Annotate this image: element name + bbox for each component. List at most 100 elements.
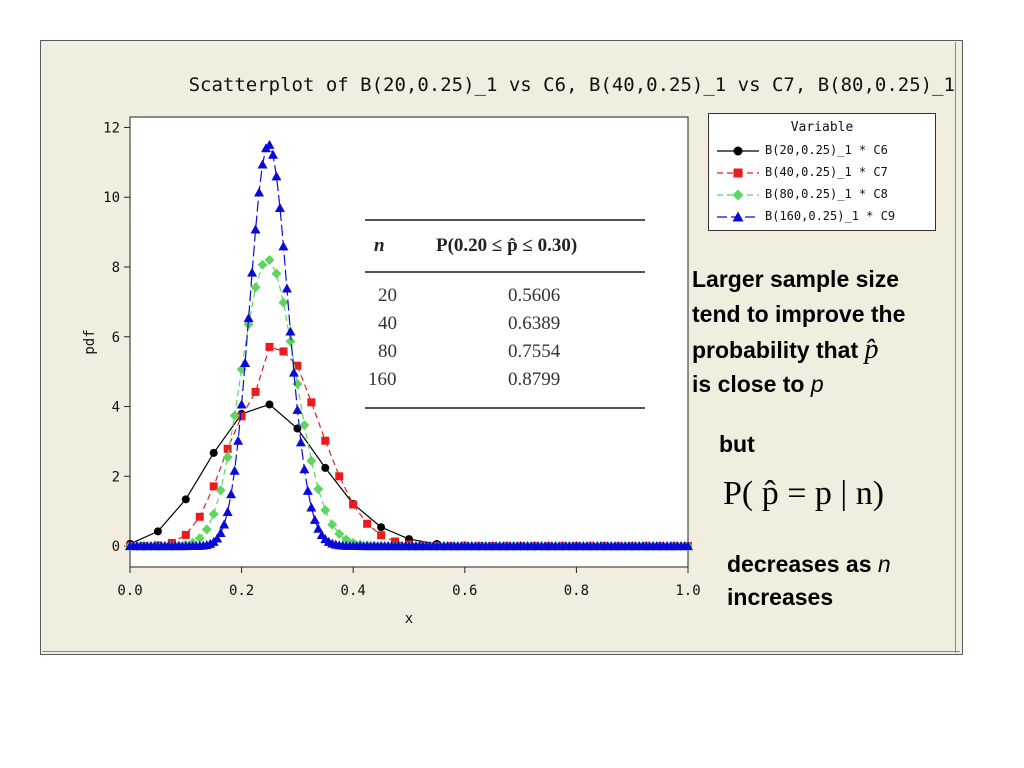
data-point-n160: [295, 437, 306, 447]
x-tick-label: 0.8: [564, 583, 589, 599]
inset-n-80: 80: [378, 341, 397, 362]
data-point-n40: [293, 361, 302, 370]
data-point-n80: [320, 505, 331, 516]
data-point-n160: [267, 149, 278, 159]
data-point-n40: [265, 342, 274, 351]
data-point-n160: [257, 159, 268, 169]
data-point-n80: [264, 255, 275, 266]
data-point-n160: [250, 224, 261, 234]
data-point-n40: [335, 472, 344, 481]
annotation-line-3: probability that p̂: [692, 332, 879, 368]
legend: Variable B(20,0.25)_1 * C6 B(40,0.25)_1 …: [708, 113, 936, 231]
p-hat-symbol: p̂: [864, 334, 879, 365]
inset-p-40: 0.6389: [508, 313, 561, 334]
inset-n-160: 160: [368, 369, 397, 390]
data-point-n20: [181, 495, 190, 504]
y-tick-label: 10: [103, 190, 120, 206]
data-point-n40: [307, 398, 316, 407]
data-point-n160: [254, 187, 265, 197]
x-axis-label: x: [405, 611, 413, 627]
inset-header-n: n: [374, 235, 385, 256]
x-tick-label: 0.6: [452, 583, 477, 599]
probability-formula: P( p̂ = p | n): [723, 475, 885, 512]
data-point-n40: [195, 512, 204, 521]
data-point-n40: [321, 436, 330, 445]
data-point-n80: [271, 268, 282, 279]
y-tick-label: 0: [112, 539, 120, 555]
legend-swatch-square: [717, 168, 759, 178]
data-point-n160: [240, 358, 251, 368]
data-point-n80: [313, 484, 324, 495]
data-point-n80: [278, 297, 289, 308]
annotation-bottom-line-2: increases: [727, 584, 834, 610]
legend-item-n160: B(160,0.25)_1 * C9: [715, 207, 933, 227]
y-tick-label: 2: [112, 469, 120, 485]
data-point-n160: [278, 241, 289, 251]
inset-top-rule: [365, 219, 645, 221]
legend-label: B(40,0.25)_1 * C7: [765, 165, 888, 179]
data-point-n160: [288, 367, 299, 377]
data-point-n40: [237, 412, 246, 421]
data-point-n160: [292, 404, 303, 414]
data-point-n160: [313, 523, 324, 533]
x-tick-label: 1.0: [675, 583, 700, 599]
inset-n-20: 20: [378, 285, 397, 306]
y-tick-label: 4: [112, 400, 120, 416]
x-tick-label: 0.4: [341, 583, 366, 599]
p-symbol: p: [810, 371, 824, 397]
data-point-n160: [306, 502, 317, 512]
data-point-n20: [209, 448, 218, 457]
legend-item-n40: B(40,0.25)_1 * C7: [715, 163, 933, 183]
legend-label: B(20,0.25)_1 * C6: [765, 143, 888, 157]
inset-p-80: 0.7554: [508, 341, 561, 362]
y-tick-label: 6: [112, 330, 120, 346]
data-point-n160: [299, 464, 310, 474]
x-tick-label: 0.0: [117, 583, 142, 599]
data-point-n80: [341, 534, 352, 545]
annotation-bottom-text: decreases as: [727, 551, 878, 577]
y-tick-label: 8: [112, 260, 120, 276]
data-point-n160: [264, 139, 275, 149]
data-point-n160: [236, 399, 247, 409]
data-point-n20: [153, 527, 162, 536]
data-point-n160: [222, 506, 233, 516]
data-point-n160: [229, 465, 240, 475]
annotation-line-1: Larger sample size: [692, 266, 900, 292]
data-point-n80: [306, 455, 317, 466]
data-point-n160: [233, 435, 244, 445]
data-point-n80: [194, 533, 205, 544]
n-symbol: n: [877, 551, 891, 577]
inset-p-160: 0.8799: [508, 369, 561, 390]
frame-shadow-bottom: [42, 651, 960, 652]
chart-title-text: Scatterplot of B(20,0.25)_1 vs C6, B(40,…: [188, 74, 955, 96]
y-tick-label: 12: [103, 120, 120, 136]
y-axis-label: pdf: [82, 329, 98, 354]
legend-title: Variable: [790, 120, 854, 135]
data-point-n160: [274, 202, 285, 212]
data-point-n40: [209, 482, 218, 491]
data-point-n80: [250, 282, 261, 293]
data-point-n40: [363, 519, 372, 528]
frame-shadow-right: [955, 42, 956, 653]
annotation-line-2: tend to improve the: [692, 301, 906, 327]
data-point-n80: [229, 410, 240, 421]
inset-table: n P(0.20 ≤ p̂ ≤ 0.30) 20 0.5606 40 0.638…: [360, 205, 650, 415]
data-point-n160: [302, 485, 313, 495]
inset-bottom-rule: [365, 407, 645, 409]
data-point-n40: [377, 531, 386, 540]
annotation-bottom-line-1: decreases as n: [727, 547, 891, 582]
data-point-n160: [226, 489, 237, 499]
data-point-n40: [181, 530, 190, 539]
data-point-n80: [222, 452, 233, 463]
data-point-n160: [683, 541, 693, 551]
data-point-n160: [309, 514, 320, 524]
legend-swatch-circle: [717, 146, 759, 156]
data-point-n40: [349, 500, 358, 509]
legend-swatch-diamond: [717, 189, 759, 201]
data-point-n80: [285, 336, 296, 347]
data-point-n80: [327, 519, 338, 530]
data-point-n40: [279, 347, 288, 356]
annotation-line-4: is close to p: [692, 367, 824, 402]
data-point-n160: [215, 528, 226, 538]
